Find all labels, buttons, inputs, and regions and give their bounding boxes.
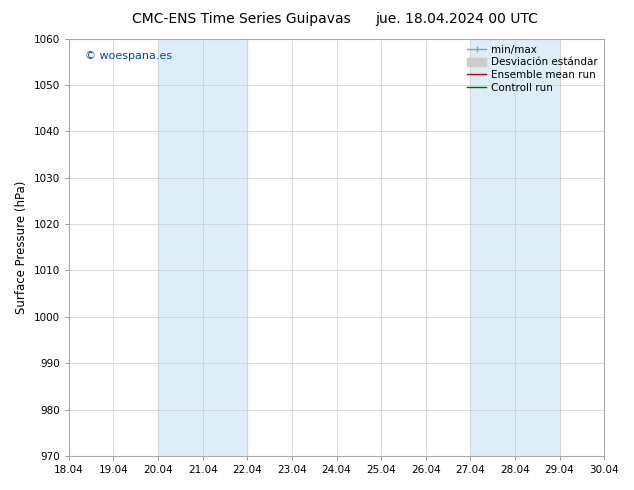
Y-axis label: Surface Pressure (hPa): Surface Pressure (hPa) [15,181,28,314]
Text: © woespana.es: © woespana.es [85,51,172,61]
Text: jue. 18.04.2024 00 UTC: jue. 18.04.2024 00 UTC [375,12,538,26]
Legend: min/max, Desviación estándar, Ensemble mean run, Controll run: min/max, Desviación estándar, Ensemble m… [464,42,601,96]
Bar [470,39,560,456]
Bar [158,39,247,456]
Text: CMC-ENS Time Series Guipavas: CMC-ENS Time Series Guipavas [131,12,351,26]
